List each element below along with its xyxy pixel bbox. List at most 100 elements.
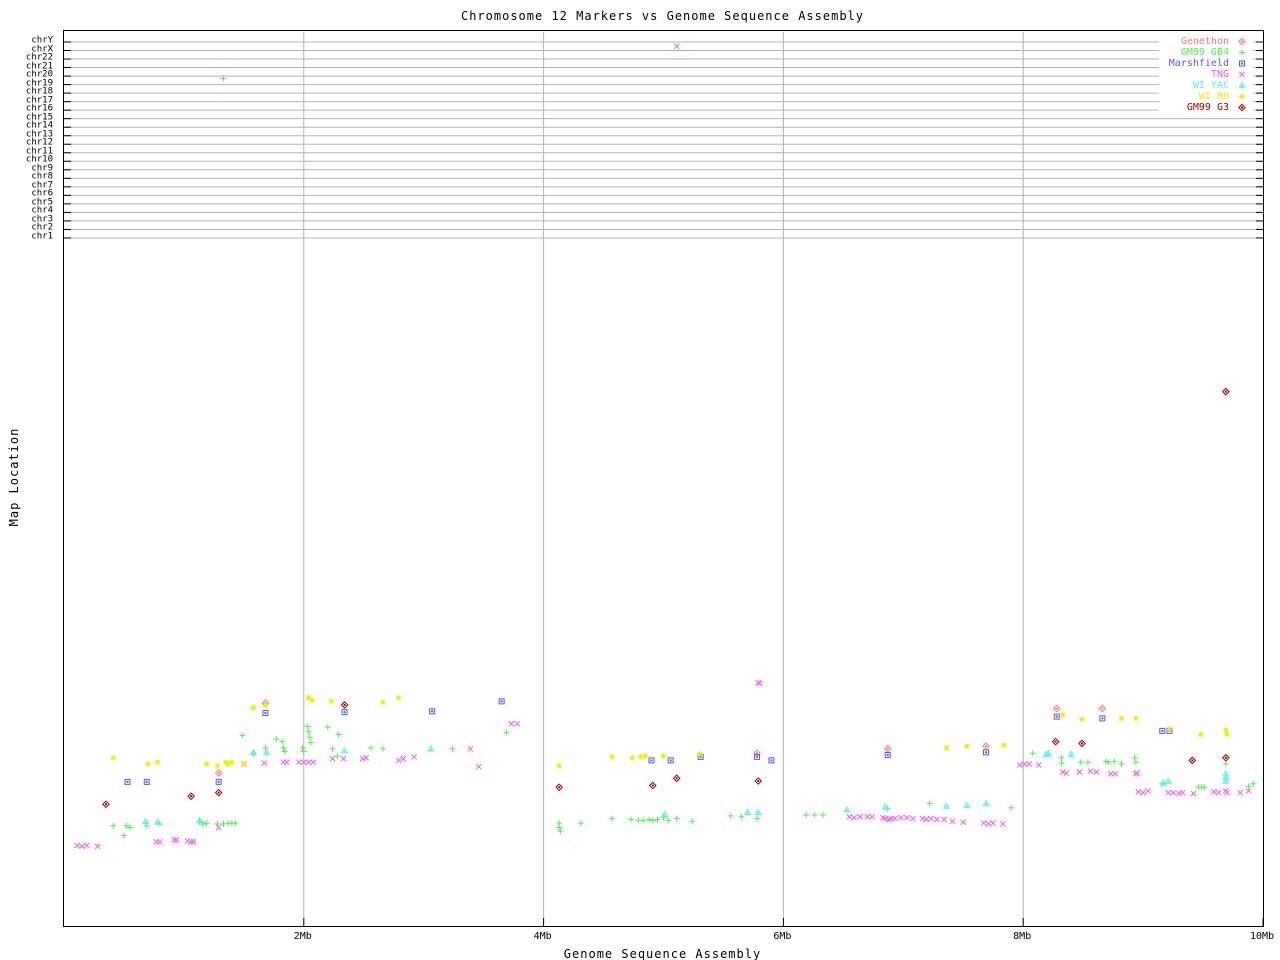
marker-diamond-dot xyxy=(757,780,760,783)
marker-cross xyxy=(985,821,992,827)
marker-cross xyxy=(1063,770,1070,776)
marker-cross xyxy=(508,720,515,727)
marker-diamond xyxy=(1221,753,1230,762)
marker-square-dot xyxy=(500,700,503,703)
marker-triangle xyxy=(743,808,752,816)
marker-plus xyxy=(738,813,745,820)
marker-asterisk xyxy=(1118,715,1125,722)
marker-triangle xyxy=(249,748,258,756)
marker-square-dot xyxy=(1241,62,1243,65)
marker-triangle-dot xyxy=(845,809,848,812)
marker-asterisk xyxy=(637,753,644,760)
marker-asterisk xyxy=(154,759,161,766)
marker-triangle-dot xyxy=(429,748,432,751)
marker-square xyxy=(215,778,222,785)
x-tick-label-8Mb: 8Mb xyxy=(1013,931,1032,942)
marker-triangle-dot xyxy=(1162,782,1165,785)
x-tick-label-2Mb: 2Mb xyxy=(293,931,312,942)
marker-cross xyxy=(1035,761,1042,768)
y-tick-label-chr15: chr15 xyxy=(25,112,53,123)
marker-cross xyxy=(467,745,474,752)
marker-square-dot xyxy=(985,751,988,754)
marker-plus xyxy=(232,820,239,827)
chart-title: Chromosome 12 Markers vs Genome Sequence… xyxy=(460,9,864,23)
marker-cross xyxy=(171,837,178,844)
marker-triangle-dot xyxy=(1167,780,1170,783)
marker-square-dot xyxy=(1101,717,1104,720)
marker-triangle xyxy=(963,801,971,808)
marker-triangle xyxy=(1222,773,1230,781)
marker-asterisk xyxy=(250,704,257,711)
marker-plus xyxy=(280,744,287,751)
marker-plus xyxy=(120,832,127,839)
y-tick-label-chrX: chrX xyxy=(31,44,53,55)
legend-label-wi-rh: WI RH xyxy=(1198,91,1229,102)
marker-square-dot xyxy=(669,759,672,762)
y-tick-label-chr2: chr2 xyxy=(31,222,53,233)
legend-marker-gm99-gb4-icon xyxy=(1239,49,1245,56)
marker-plus xyxy=(665,817,672,824)
marker-square-dot xyxy=(770,759,773,762)
marker-diamond xyxy=(1052,704,1061,713)
marker-triangle-dot xyxy=(884,806,887,809)
marker-diamond xyxy=(672,774,681,783)
marker-cross xyxy=(1224,789,1230,796)
marker-plus xyxy=(1222,761,1229,768)
marker-triangle xyxy=(195,816,204,824)
y-tick-label-chr1: chr1 xyxy=(31,231,53,242)
marker-triangle-dot xyxy=(144,821,147,824)
marker-diamond-dot xyxy=(343,703,346,706)
marker-plus xyxy=(335,731,342,738)
legend-item-gm99-g3: GM99 G3 xyxy=(1169,102,1249,113)
marker-plus xyxy=(1084,759,1091,766)
marker-square xyxy=(768,757,775,764)
marker-cross xyxy=(411,753,418,760)
marker-triangle-dot xyxy=(252,752,255,755)
legend-label-gm99-gb4: GM99 GB4 xyxy=(1180,47,1229,58)
marker-cross xyxy=(1179,789,1186,796)
marker-plus xyxy=(367,744,374,751)
marker-plus xyxy=(640,817,647,824)
marker-asterisk xyxy=(556,762,563,769)
marker-triangle xyxy=(843,805,851,813)
marker-triangle xyxy=(1164,777,1172,784)
marker-square-dot xyxy=(126,780,129,783)
marker-square-dot xyxy=(1055,715,1058,718)
marker-cross xyxy=(933,816,940,823)
marker-square-dot xyxy=(145,780,148,783)
marker-diamond-dot xyxy=(1055,707,1058,710)
marker-plus xyxy=(220,75,227,82)
marker-plus xyxy=(1239,49,1245,56)
marker-diamond xyxy=(1051,737,1060,746)
marker-triangle-dot xyxy=(156,821,159,824)
marker-triangle xyxy=(340,746,349,754)
marker-square-dot xyxy=(343,711,346,714)
marker-asterisk xyxy=(225,761,232,768)
legend-marker-marshfield-icon xyxy=(1239,60,1245,67)
marker-plus xyxy=(1029,750,1036,757)
marker-cross xyxy=(857,813,864,820)
marker-asterisk xyxy=(608,753,615,760)
marker-asterisk xyxy=(305,694,312,701)
marker-asterisk xyxy=(696,751,703,758)
y-tick-label-chr13: chr13 xyxy=(25,129,53,140)
marker-triangle-dot xyxy=(1224,780,1227,783)
marker-cross xyxy=(960,819,967,826)
marker-cross xyxy=(261,760,268,767)
legend-marker-gm99-g3-icon xyxy=(1238,103,1246,112)
marker-square xyxy=(1053,713,1060,720)
marker-asterisk xyxy=(1132,715,1139,722)
marker-asterisk xyxy=(1239,93,1245,100)
marker-cross xyxy=(846,813,853,820)
marker-diamond xyxy=(1188,756,1197,765)
y-tick-labels: chrY chrX chr22 chr21 chr20 chr19 chr18 chr17 ch… xyxy=(0,0,59,300)
marker-diamond-dot xyxy=(675,777,678,780)
marker-cross xyxy=(927,815,934,822)
y-tick-label-chr11: chr11 xyxy=(25,146,53,157)
marker-plus xyxy=(203,820,210,827)
marker-diamond-dot xyxy=(1224,756,1227,759)
marker-plus xyxy=(304,723,311,730)
legend-item-wi-rh: WI RH xyxy=(1169,91,1249,102)
y-tick-label-chr17: chr17 xyxy=(25,95,53,106)
marker-cross xyxy=(756,680,763,687)
